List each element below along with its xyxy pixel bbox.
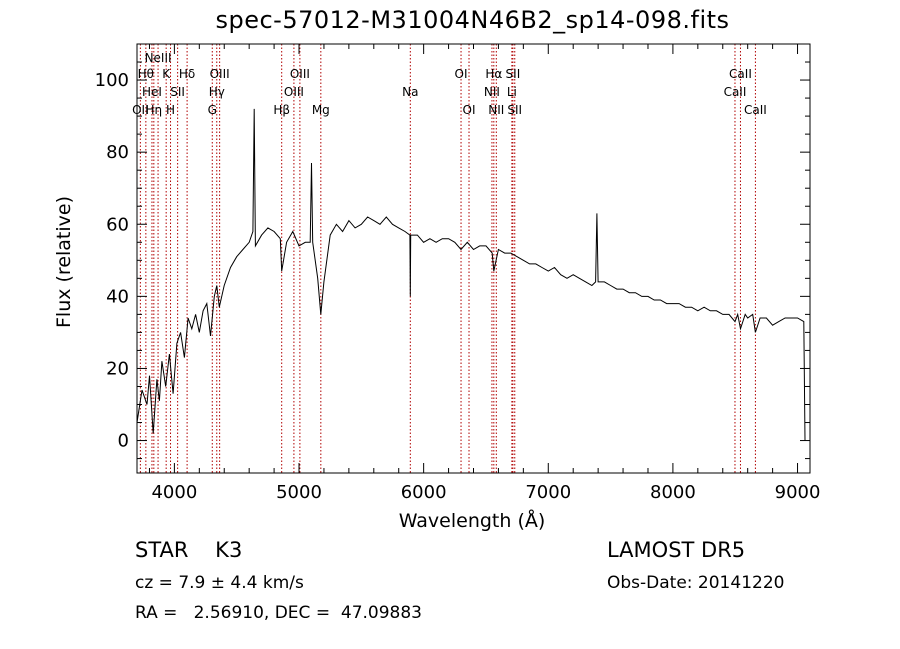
x-tick-label: 8000 [650, 482, 696, 503]
y-tick-label: 60 [106, 214, 129, 235]
line-marker-label: SII [170, 85, 185, 99]
coordinates-readout: RA = 2.56910, DEC = 47.09883 [135, 603, 422, 623]
x-tick-label: 6000 [401, 482, 447, 503]
y-axis-ticks: 0 20 40 60 80 100 [95, 61, 810, 460]
x-tick-label: 4000 [151, 482, 197, 503]
spectrum-line [136, 108, 806, 441]
line-marker-label: Hβ [273, 103, 290, 117]
y-tick-label: 80 [106, 142, 129, 163]
x-tick-label: 7000 [525, 482, 571, 503]
y-tick-label: 20 [106, 358, 129, 379]
observation-date: Obs-Date: 20141220 [607, 573, 785, 593]
line-marker-label: H [166, 103, 175, 117]
object-class: STAR K3 [135, 538, 243, 562]
line-marker-label: Hγ [209, 85, 225, 99]
chart-title: spec-57012-M31004N46B2_sp14-098.fits [215, 6, 730, 34]
x-tick-label: 5000 [276, 482, 322, 503]
line-marker-label: CaII [724, 85, 747, 99]
x-axis-ticks: 4000 5000 6000 7000 8000 9000 [148, 44, 821, 503]
y-tick-label: 0 [118, 431, 129, 452]
line-marker-label: Hθ [138, 67, 154, 81]
line-marker-label: SII [506, 67, 521, 81]
line-marker-label: OII [132, 103, 149, 117]
line-marker-label: K [162, 67, 171, 81]
line-marker-label: Hη [146, 103, 163, 117]
line-marker-label: HeI [142, 85, 162, 99]
redshift-readout: cz = 7.9 ± 4.4 km/s [135, 573, 304, 593]
line-markers-group [139, 44, 756, 473]
line-marker-label: CaII [744, 103, 767, 117]
line-marker-label: Na [402, 85, 418, 99]
line-marker-label: OI [455, 67, 468, 81]
line-marker-label: Hδ [179, 67, 195, 81]
line-marker-label: Mg [312, 103, 330, 117]
line-marker-label: NeIII [145, 51, 172, 65]
line-marker-label: OI [463, 103, 476, 117]
x-tick-label: 9000 [775, 482, 821, 503]
line-marker-label: Hα [485, 67, 502, 81]
x-axis-label: Wavelength (Å) [398, 510, 546, 532]
line-marker-label: NII [484, 85, 500, 99]
y-axis-label: Flux (relative) [53, 195, 75, 329]
line-marker-label: OIII [210, 67, 230, 81]
survey-name: LAMOST DR5 [607, 538, 746, 562]
line-marker-label: Li [507, 85, 517, 99]
line-marker-label: OIII [284, 85, 304, 99]
line-marker-label: G [208, 103, 217, 117]
y-tick-label: 40 [106, 286, 129, 307]
line-marker-label: CaII [729, 67, 752, 81]
line-marker-label: SII [507, 103, 522, 117]
line-marker-labels-group: OII Hθ HeI Hη NeIII K H SII Hδ G Hγ OIII Hβ OIII OIII M… [132, 51, 767, 117]
line-marker-label: NII [488, 103, 504, 117]
y-tick-label: 100 [95, 70, 129, 91]
line-marker-label: OIII [290, 67, 310, 81]
